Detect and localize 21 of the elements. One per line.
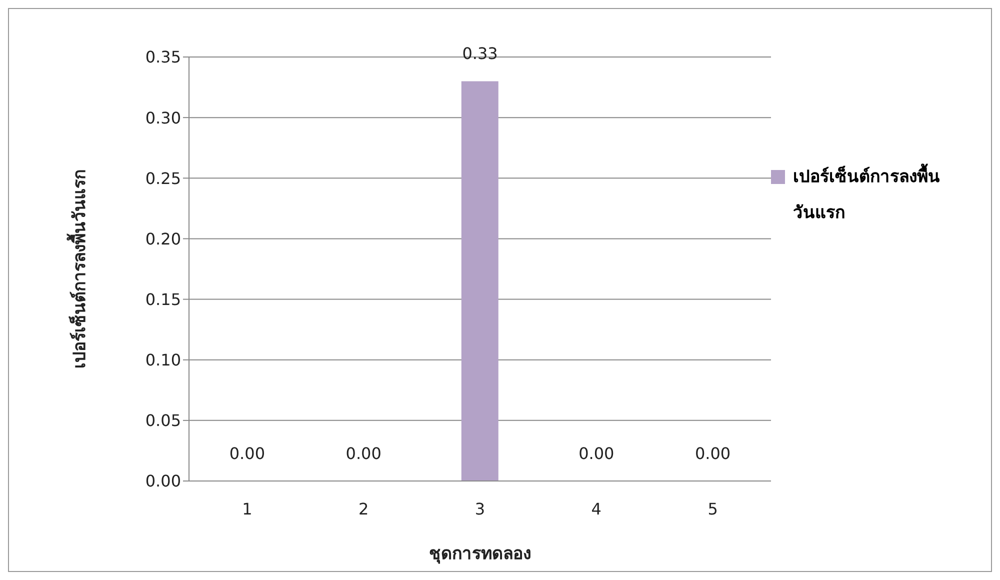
- x-tick-label: 5: [708, 499, 718, 518]
- y-axis-title: เปอร์เซ็นต์การลงพื้นวันแรก: [66, 170, 90, 368]
- y-tick-label: 0.10: [145, 350, 181, 370]
- data-label: 0.00: [694, 444, 731, 463]
- y-tick-label: 0.30: [145, 108, 181, 128]
- y-tick-label: 0.00: [145, 472, 181, 491]
- y-tick-label: 0.35: [145, 48, 181, 67]
- x-tick-label: 2: [358, 499, 369, 518]
- x-axis-title: ชุดการทดลอง: [429, 544, 531, 564]
- legend-label: เปอร์เซ็นต์การลงพื้นวันแรก: [793, 162, 941, 225]
- data-label: 0.00: [346, 444, 382, 463]
- data-label: 0.00: [229, 444, 266, 463]
- x-tick-label: 4: [591, 499, 602, 518]
- y-tick-label: 0.20: [145, 229, 181, 248]
- data-label: 0.00: [578, 444, 614, 463]
- data-label: 0.33: [462, 44, 498, 64]
- y-tick-label: 0.05: [145, 411, 181, 430]
- x-tick-label: 3: [474, 499, 486, 518]
- y-tick-label: 0.15: [145, 290, 181, 309]
- y-tick-label: 0.25: [145, 168, 181, 188]
- x-tick-label: 1: [242, 499, 252, 518]
